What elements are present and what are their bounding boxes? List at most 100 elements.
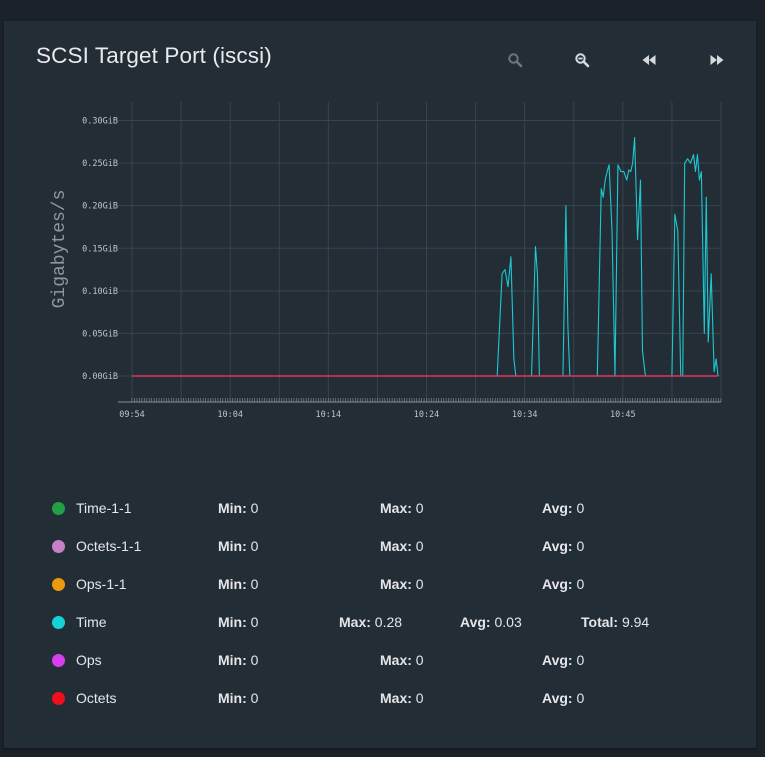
series-line-time (132, 137, 719, 377)
legend-avg-stat: Avg: 0 (542, 576, 584, 592)
legend-series-name: Octets-1-1 (76, 538, 142, 554)
legend-min-value: 0 (250, 614, 259, 630)
legend-min-label: Min: (218, 690, 247, 706)
x-tick-label: 10:34 (512, 410, 538, 420)
legend-min-value: 0 (250, 576, 259, 592)
legend-min-label: Min: (218, 538, 247, 554)
legend-max-label: Max: (380, 538, 412, 554)
legend-min-label: Min: (218, 614, 247, 630)
legend-color-dot (52, 616, 65, 629)
legend-max-value: 0.28 (374, 614, 403, 630)
chart-card: SCSI Target Port (iscsi) 0.00GiB 0.05GiB 0… (4, 21, 756, 748)
legend-color-dot (52, 578, 65, 591)
legend-avg-label: Avg: (542, 576, 573, 592)
legend-min-value: 0 (250, 652, 259, 668)
x-tick-label: 10:24 (414, 410, 440, 420)
y-tick-label: 0.15GiB (82, 244, 118, 254)
legend-avg-label: Avg: (542, 538, 573, 554)
legend-min-stat: Min: 0 (218, 500, 258, 516)
page-title: SCSI Target Port (iscsi) (36, 43, 272, 68)
legend-avg-value: 0 (576, 500, 585, 516)
x-tick-label: 10:04 (217, 410, 243, 420)
legend-min-stat: Min: 0 (218, 614, 258, 630)
legend-max-value: 0 (415, 690, 424, 706)
zoom-in-button[interactable] (504, 51, 526, 69)
legend-item[interactable]: Time Min: 0 Max: 0.28 Avg: 0.03 Total: 9.94 (52, 613, 732, 633)
x-axis-minor-ticks (131, 398, 722, 402)
zoom-in-icon (508, 53, 523, 68)
y-axis-label: Gigabytes/s (50, 190, 70, 309)
legend-color-dot (52, 502, 65, 515)
y-axis-ticks: 0.00GiB 0.05GiB 0.10GiB 0.15GiB 0.20GiB 0.25G… (82, 117, 118, 382)
legend-avg-value: 0.03 (494, 614, 522, 630)
legend-max-value: 0 (415, 652, 424, 668)
legend-max-value: 0 (415, 538, 424, 554)
zoom-out-icon (575, 53, 590, 68)
rewind-button[interactable] (638, 51, 660, 69)
x-tick-label: 10:45 (610, 410, 636, 420)
legend-item[interactable]: Octets Min: 0 Max: 0 Avg: 0 (52, 689, 732, 709)
y-tick-label: 0.30GiB (82, 117, 118, 127)
x-tick-label: 09:54 (119, 410, 145, 420)
legend-min-label: Min: (218, 576, 247, 592)
fast-forward-button[interactable] (706, 51, 728, 69)
legend-min-label: Min: (218, 652, 247, 668)
legend-min-value: 0 (250, 690, 259, 706)
legend-max-label: Max: (380, 690, 412, 706)
rewind-icon (642, 55, 656, 65)
legend-avg-label: Avg: (542, 690, 573, 706)
legend-avg-label: Avg: (542, 652, 573, 668)
legend-avg-value: 0 (576, 538, 585, 554)
legend-max-value: 0 (415, 576, 424, 592)
legend-avg-stat: Avg: 0 (542, 690, 584, 706)
chart-grid (118, 102, 722, 402)
y-tick-label: 0.25GiB (82, 159, 118, 169)
legend-min-label: Min: (218, 500, 247, 516)
y-tick-label: 0.05GiB (82, 329, 118, 339)
legend-item[interactable]: Octets-1-1 Min: 0 Max: 0 Avg: 0 (52, 537, 732, 557)
legend-avg-stat: Avg: 0 (542, 652, 584, 668)
legend-avg-value: 0 (576, 690, 585, 706)
legend-color-dot (52, 654, 65, 667)
legend-item[interactable]: Ops-1-1 Min: 0 Max: 0 Avg: 0 (52, 575, 732, 595)
legend-max-stat: Max: 0 (380, 538, 424, 554)
legend-total-stat: Total: 9.94 (581, 614, 649, 630)
y-tick-label: 0.10GiB (82, 287, 118, 297)
legend-total-value: 9.94 (621, 614, 650, 630)
legend-item[interactable]: Time-1-1 Min: 0 Max: 0 Avg: 0 (52, 499, 732, 519)
legend-min-stat: Min: 0 (218, 538, 258, 554)
y-tick-label: 0.00GiB (82, 372, 118, 382)
fast-forward-icon (710, 55, 724, 65)
legend-color-dot (52, 540, 65, 553)
legend-max-stat: Max: 0 (380, 652, 424, 668)
legend-avg-label: Avg: (460, 614, 491, 630)
legend-max-label: Max: (380, 500, 412, 516)
legend-min-stat: Min: 0 (218, 576, 258, 592)
line-chart: 0.00GiB 0.05GiB 0.10GiB 0.15GiB 0.20GiB 0.25G… (50, 102, 722, 420)
legend-avg-stat: Avg: 0 (542, 500, 584, 516)
legend-min-stat: Min: 0 (218, 690, 258, 706)
legend-min-stat: Min: 0 (218, 652, 258, 668)
legend-avg-stat: Avg: 0 (542, 538, 584, 554)
legend-item[interactable]: Ops Min: 0 Max: 0 Avg: 0 (52, 651, 732, 671)
legend-color-dot (52, 692, 65, 705)
legend-max-label: Max: (380, 576, 412, 592)
legend-max-stat: Max: 0 (380, 690, 424, 706)
x-tick-label: 10:14 (316, 410, 342, 420)
legend-max-stat: Max: 0 (380, 500, 424, 516)
legend-max-label: Max: (339, 614, 371, 630)
zoom-out-button[interactable] (571, 51, 593, 69)
chart-series (132, 137, 719, 377)
legend-max-stat: Max: 0 (380, 576, 424, 592)
legend-max-value: 0 (415, 500, 424, 516)
legend-series-name: Octets (76, 690, 117, 706)
legend-series-name: Time (76, 614, 107, 630)
legend-avg-label: Avg: (542, 500, 573, 516)
y-tick-label: 0.20GiB (82, 202, 118, 212)
legend-avg-value: 0 (576, 652, 585, 668)
x-axis: 09:54 10:04 10:14 10:24 10:34 10:45 (118, 398, 722, 420)
legend-series-name: Ops (76, 652, 102, 668)
legend-avg-value: 0 (576, 576, 585, 592)
legend-avg-stat: Avg: 0.03 (460, 614, 522, 630)
legend-min-value: 0 (250, 538, 259, 554)
